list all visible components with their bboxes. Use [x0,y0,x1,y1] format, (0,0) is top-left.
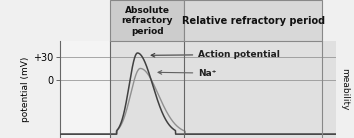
Text: Absolute
refractory
period: Absolute refractory period [121,6,173,36]
Text: meability: meability [340,68,349,111]
Bar [60,41,110,138]
Bar [110,41,322,138]
Text: Na⁺: Na⁺ [158,69,217,78]
Text: Relative refractory period: Relative refractory period [182,16,325,26]
Y-axis label: potential (mV): potential (mV) [21,57,30,122]
Text: Action potential: Action potential [151,50,280,59]
